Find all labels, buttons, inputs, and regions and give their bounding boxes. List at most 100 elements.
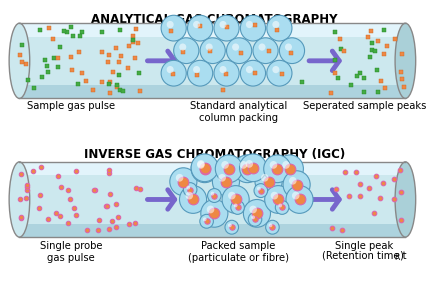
Circle shape: [208, 189, 221, 202]
Circle shape: [227, 38, 252, 64]
Bar: [19, 224, 405, 237]
Circle shape: [282, 161, 290, 169]
Circle shape: [248, 212, 262, 226]
Circle shape: [240, 60, 266, 86]
Circle shape: [271, 192, 278, 199]
Text: Seperated sample peaks: Seperated sample peaks: [303, 101, 426, 112]
Circle shape: [187, 186, 190, 190]
Circle shape: [279, 38, 304, 64]
Circle shape: [187, 60, 213, 86]
Circle shape: [221, 161, 229, 169]
Circle shape: [220, 21, 227, 28]
Circle shape: [193, 21, 200, 28]
Circle shape: [215, 155, 242, 183]
Circle shape: [179, 44, 186, 51]
Circle shape: [279, 204, 282, 207]
Circle shape: [187, 15, 213, 41]
Circle shape: [261, 174, 268, 182]
Circle shape: [170, 168, 197, 196]
Text: ANALYTICAL GAS CHROMATOGRAPHY: ANALYTICAL GAS CHROMATOGRAPHY: [91, 13, 337, 26]
Circle shape: [272, 21, 279, 28]
Circle shape: [276, 155, 304, 183]
Circle shape: [201, 199, 228, 227]
Circle shape: [191, 155, 218, 183]
Circle shape: [275, 201, 289, 214]
Circle shape: [174, 38, 199, 64]
Circle shape: [197, 161, 205, 169]
Circle shape: [243, 199, 271, 227]
Circle shape: [180, 186, 207, 213]
Circle shape: [240, 15, 266, 41]
Circle shape: [251, 215, 255, 219]
Circle shape: [285, 44, 292, 51]
Ellipse shape: [9, 162, 30, 237]
Circle shape: [213, 168, 239, 196]
Circle shape: [254, 184, 268, 197]
Circle shape: [270, 161, 277, 169]
Circle shape: [259, 44, 266, 51]
Circle shape: [292, 192, 300, 199]
Circle shape: [225, 220, 238, 234]
Bar: [19, 85, 405, 98]
Circle shape: [269, 223, 272, 227]
Circle shape: [289, 177, 297, 185]
Circle shape: [246, 21, 253, 28]
Circle shape: [267, 15, 292, 41]
Circle shape: [205, 44, 213, 51]
Text: Packed sample
(particulate or fibre): Packed sample (particulate or fibre): [188, 241, 289, 263]
Circle shape: [161, 15, 186, 41]
Text: Sample gas pulse: Sample gas pulse: [27, 101, 115, 112]
Circle shape: [176, 174, 183, 182]
Circle shape: [185, 192, 193, 199]
Circle shape: [266, 220, 279, 234]
Circle shape: [228, 192, 236, 199]
Circle shape: [200, 214, 213, 228]
Circle shape: [191, 154, 218, 182]
Circle shape: [246, 66, 253, 73]
Circle shape: [214, 60, 239, 86]
Text: Single probe
gas pulse: Single probe gas pulse: [40, 241, 103, 263]
Circle shape: [234, 204, 238, 207]
Circle shape: [214, 15, 239, 41]
Circle shape: [239, 154, 267, 182]
Circle shape: [249, 206, 257, 213]
Circle shape: [234, 155, 261, 183]
Circle shape: [207, 206, 214, 213]
Circle shape: [211, 192, 214, 196]
Circle shape: [220, 66, 227, 73]
Circle shape: [193, 66, 200, 73]
Circle shape: [228, 223, 232, 227]
Circle shape: [240, 161, 247, 169]
Circle shape: [255, 168, 282, 196]
Circle shape: [203, 218, 207, 221]
Circle shape: [246, 160, 253, 168]
Circle shape: [283, 171, 310, 199]
Circle shape: [264, 155, 291, 183]
Circle shape: [183, 183, 197, 197]
Circle shape: [167, 21, 174, 28]
Circle shape: [231, 201, 244, 214]
Circle shape: [286, 186, 313, 213]
Circle shape: [265, 186, 292, 213]
Circle shape: [167, 66, 174, 73]
Ellipse shape: [9, 23, 30, 98]
Ellipse shape: [395, 23, 416, 98]
Text: INVERSE GAS CHROMATOGRAPHY (IGC): INVERSE GAS CHROMATOGRAPHY (IGC): [84, 148, 345, 161]
Circle shape: [218, 174, 226, 182]
Bar: [19, 23, 405, 98]
Text: Single peak: Single peak: [335, 241, 393, 251]
Bar: [19, 162, 405, 237]
Text: (Retention time t: (Retention time t: [322, 251, 407, 261]
Text: Standard analytical
column packing: Standard analytical column packing: [190, 101, 287, 123]
Circle shape: [161, 60, 186, 86]
Text: R: R: [394, 253, 400, 262]
Circle shape: [272, 66, 279, 73]
Circle shape: [232, 44, 239, 51]
Ellipse shape: [395, 162, 416, 237]
Circle shape: [200, 38, 225, 64]
Circle shape: [257, 187, 261, 191]
Circle shape: [267, 60, 292, 86]
Circle shape: [253, 38, 278, 64]
Text: ): ): [399, 251, 403, 261]
Circle shape: [222, 186, 249, 213]
